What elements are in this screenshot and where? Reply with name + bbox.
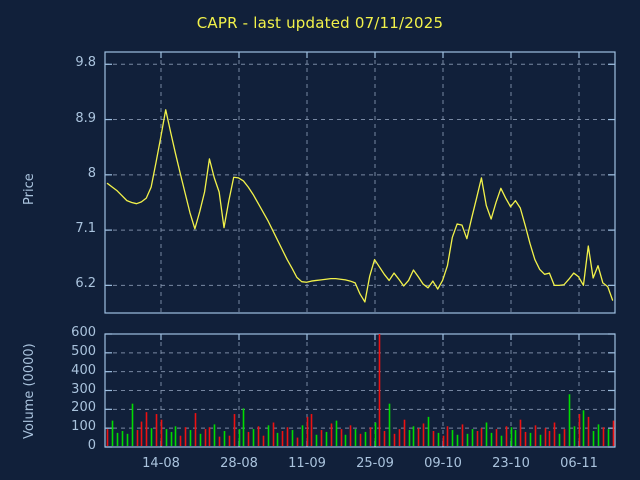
price-ytick-label: 8.9 bbox=[75, 110, 96, 126]
chart-title: CAPR - last updated 07/11/2025 bbox=[196, 14, 444, 32]
volume-ytick-label: 300 bbox=[71, 381, 96, 397]
volume-ytick-label: 0 bbox=[87, 438, 96, 453]
xtick-label: 23-10 bbox=[492, 456, 530, 471]
price-panel-frame bbox=[104, 51, 616, 314]
price-ytick-label: 9.8 bbox=[75, 55, 96, 71]
volume-ytick-label: 600 bbox=[71, 325, 96, 340]
xtick-label: 06-11 bbox=[560, 456, 598, 471]
price-ytick-label: 6.2 bbox=[75, 276, 96, 292]
price-ytick-label: 7.1 bbox=[75, 221, 96, 237]
volume-ytick-label: 400 bbox=[71, 362, 96, 378]
volume-ytick-label: 200 bbox=[71, 400, 96, 416]
xtick-label: 11-09 bbox=[288, 456, 326, 471]
xtick-label: 14-08 bbox=[142, 456, 180, 471]
price-ytick-label: 8 bbox=[87, 165, 96, 181]
xtick-label: 09-10 bbox=[424, 456, 462, 471]
volume-ytick-label: 100 bbox=[71, 419, 96, 435]
price-line bbox=[106, 109, 614, 303]
xtick-label: 25-09 bbox=[356, 456, 394, 471]
xtick-label: 28-08 bbox=[220, 456, 258, 471]
volume-ytick-label: 500 bbox=[71, 343, 96, 359]
